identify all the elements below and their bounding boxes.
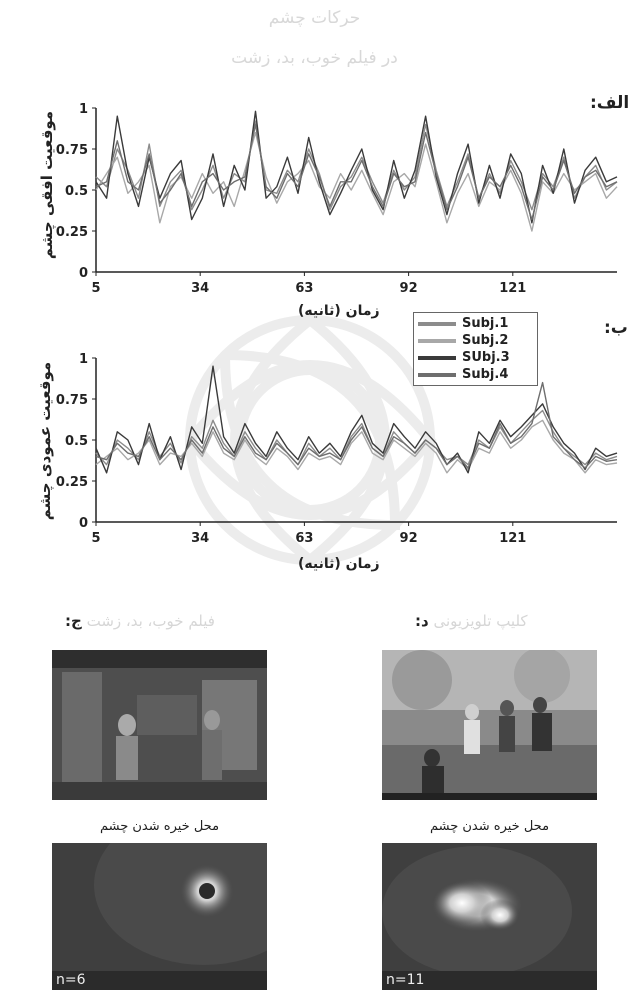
gaze-heatmap-right-art	[382, 843, 597, 990]
movie-frame-left-art	[52, 650, 267, 800]
chart-a-y-tick-label: 0.5	[65, 184, 88, 199]
panel-c-letter: ج:	[65, 612, 82, 630]
chart-b-y-tick-label: 0.25	[56, 475, 88, 490]
legend-label-subj1: Subj.1	[462, 316, 509, 331]
chart-a-y-tick-label: 0.25	[56, 225, 88, 240]
chart-a-y-tick-label: 1	[79, 102, 88, 117]
chart-b-x-tick-label: 92	[400, 531, 418, 546]
figure-title-line1: حرکات چشم	[268, 8, 361, 28]
chart-b-y-tick-label: 1	[79, 352, 88, 367]
chart-b-series-1-line	[95, 409, 618, 466]
chart-a-xlabel: زمان (ثانیه)	[298, 303, 380, 319]
chart-a-x-tick-label: 121	[499, 281, 526, 296]
legend-swatch-subj4	[418, 372, 456, 377]
tv-frame-right	[382, 650, 597, 800]
panel-a-letter: الف:	[590, 93, 629, 113]
gaze-heatmap-left: n=6	[52, 843, 267, 990]
chart-legend: Subj.1 Subj.2 SUbj.3 Subj.4	[413, 312, 538, 386]
chart-a: 0 0.25 0.5 0.75 1 5 34 63 92 121	[56, 102, 618, 296]
chart-a-x-tick-label: 34	[191, 281, 209, 296]
chart-a-x-tick-label: 63	[295, 281, 313, 296]
legend-item-subj4: Subj.4	[418, 366, 533, 383]
panel-c-heading: فیلم خوب، بد، زشت ج:	[65, 612, 215, 630]
legend-label-subj3: SUbj.3	[462, 350, 510, 365]
legend-item-subj3: SUbj.3	[418, 349, 533, 366]
panel-c-heading-text: فیلم خوب، بد، زشت	[86, 612, 215, 630]
figure-title-line2: در فیلم خوب، بد، زشت	[231, 48, 398, 68]
chart-b-x-tick-label: 5	[91, 531, 100, 546]
gaze-caption-left: محل خیره شدن چشم	[99, 819, 220, 834]
chart-b: 0 0.25 0.5 0.75 1 5 34 63 92 121	[56, 352, 618, 546]
subject-count-right: n=11	[382, 971, 597, 990]
movie-frame-left	[52, 650, 267, 800]
chart-b-series-2-line	[95, 419, 618, 474]
chart-b-y-tick-label: 0	[79, 516, 88, 531]
gaze-heatmap-left-art	[52, 843, 267, 990]
legend-label-subj4: Subj.4	[462, 367, 509, 382]
gaze-caption-right: محل خیره شدن چشم	[429, 819, 550, 834]
legend-swatch-subj2	[418, 338, 456, 343]
chart-b-xlabel: زمان (ثانیه)	[298, 556, 380, 572]
panel-d-heading: کلیپ تلویزیونی د:	[415, 612, 528, 630]
panel-b-letter: ب:	[604, 318, 628, 338]
subject-count-left: n=6	[52, 971, 267, 990]
chart-b-x-tick-label: 121	[499, 531, 526, 546]
chart-b-x-tick-label: 63	[295, 531, 313, 546]
chart-b-y-tick-label: 0.5	[65, 434, 88, 449]
legend-item-subj1: Subj.1	[418, 315, 533, 332]
panel-d-letter: د:	[415, 612, 429, 630]
tv-frame-right-art	[382, 650, 597, 800]
gaze-heatmap-right: n=11	[382, 843, 597, 990]
chart-b-x-tick-label: 34	[191, 531, 209, 546]
chart-b-series-4-line	[95, 381, 618, 469]
chart-b-y-tick-label: 0.75	[56, 393, 88, 408]
legend-swatch-subj3	[418, 355, 456, 360]
chart-a-x-tick-label: 5	[91, 281, 100, 296]
legend-swatch-subj1	[418, 321, 456, 326]
chart-a-y-tick-label: 0.75	[56, 143, 88, 158]
chart-a-series-4-line	[95, 123, 618, 221]
chart-b-series-3-line	[95, 365, 618, 474]
panel-d-heading-text: کلیپ تلویزیونی	[433, 612, 528, 630]
legend-item-subj2: Subj.2	[418, 332, 533, 349]
chart-a-x-tick-label: 92	[400, 281, 418, 296]
chart-a-y-tick-label: 0	[79, 266, 88, 281]
legend-label-subj2: Subj.2	[462, 333, 509, 348]
